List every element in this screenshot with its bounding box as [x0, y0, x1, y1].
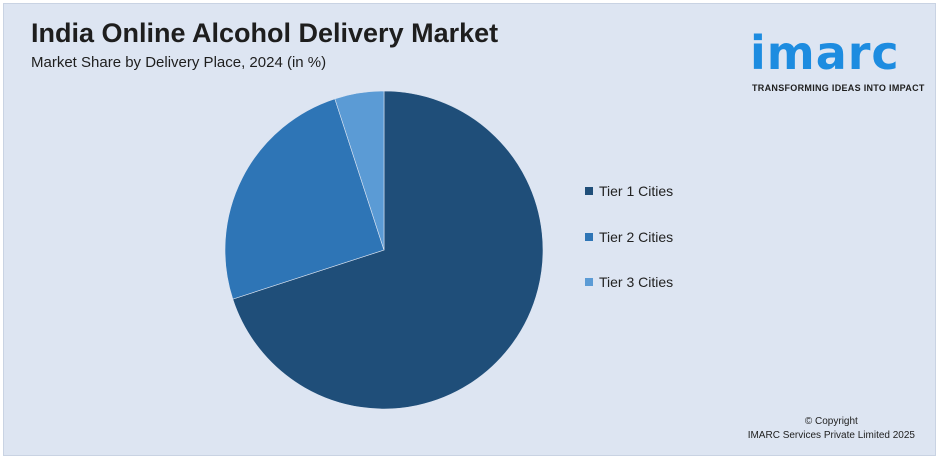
- imarc-logo: imarc TRANSFORMING IDEAS INTO IMPACT: [749, 16, 934, 96]
- chart-subtitle: Market Share by Delivery Place, 2024 (in…: [31, 54, 327, 71]
- legend-label-tier1: Tier 1 Cities: [599, 183, 674, 199]
- logo-tagline: TRANSFORMING IDEAS INTO IMPACT: [752, 83, 925, 93]
- pie-chart: [224, 90, 544, 410]
- pie-slice-tier3: [334, 90, 385, 251]
- copyright-line2: IMARC Services Private Limited 2025: [747, 430, 915, 441]
- pie-slice-tier2: [224, 98, 385, 300]
- legend-item-tier2: Tier 2 Cities: [585, 229, 673, 245]
- copyright-notice: © Copyright IMARC Services Private Limit…: [748, 415, 915, 443]
- legend-label-tier3: Tier 3 Cities: [599, 274, 674, 290]
- pie-slice-tier1: [232, 90, 544, 410]
- legend-swatch-tier2: [585, 233, 593, 241]
- logo-wordmark: imarc: [750, 26, 900, 80]
- legend-swatch-tier1: [585, 187, 593, 195]
- legend-label-tier2: Tier 2 Cities: [599, 229, 674, 245]
- legend-swatch-tier3: [585, 278, 593, 286]
- legend-item-tier1: Tier 1 Cities: [585, 183, 673, 199]
- chart-panel: India Online Alcohol Delivery Market Mar…: [3, 3, 936, 456]
- chart-title: India Online Alcohol Delivery Market: [31, 18, 499, 48]
- legend-item-tier3: Tier 3 Cities: [585, 274, 673, 290]
- copyright-line1: © Copyright: [804, 416, 858, 427]
